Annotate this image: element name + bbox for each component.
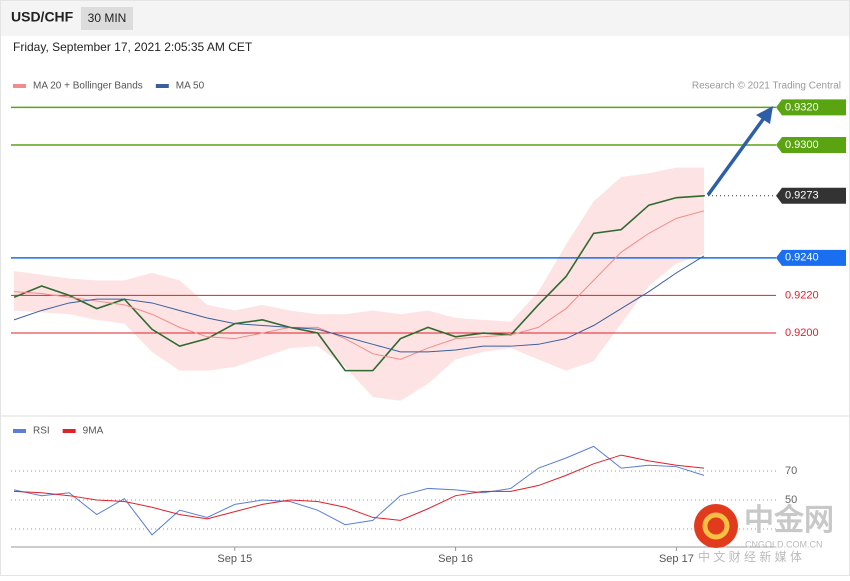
level-label: 0.9320 — [785, 101, 819, 113]
interval-box[interactable] — [81, 7, 133, 30]
logo-icon — [694, 504, 738, 548]
y-tick-label: 70 — [785, 465, 797, 477]
credit: Research © 2021 Trading Central — [692, 81, 841, 92]
logo-site: CNGOLD.COM.CN — [745, 539, 823, 549]
header-bar — [0, 0, 850, 36]
watermark: 中金网 CNGOLD.COM.CN 中 文 财 经 新 媒 体 — [694, 503, 834, 564]
bollinger-band — [14, 167, 704, 401]
level-tag — [776, 249, 846, 266]
level-label: 0.9273 — [785, 190, 819, 202]
level-tag — [776, 99, 846, 116]
series-line — [13, 255, 705, 353]
interval[interactable]: 30 MIN — [88, 11, 127, 25]
legend-label: RSI — [33, 426, 50, 437]
legend-swatch — [155, 84, 169, 88]
level-tag — [776, 137, 846, 154]
y-tick-label: 50 — [785, 494, 797, 506]
legend-swatch — [13, 429, 26, 433]
forecast-arrow — [706, 116, 766, 197]
level-label: 0.9200 — [785, 327, 819, 339]
level-label: 0.9220 — [785, 289, 819, 301]
series-line — [13, 194, 705, 372]
x-tick-label: Sep 16 — [438, 553, 473, 565]
x-tick-label: Sep 15 — [217, 553, 252, 565]
logo-swirl — [702, 512, 730, 540]
level-label: 0.9300 — [785, 139, 819, 151]
series-line — [13, 445, 705, 536]
x-tick-label: Sep 17 — [659, 553, 694, 565]
legend-label: MA 50 — [176, 81, 205, 92]
legend-swatch — [13, 84, 26, 88]
forecast-arrowhead — [756, 106, 773, 124]
legend-label: 9MA — [83, 426, 104, 437]
logo-slogan: 中 文 财 经 新 媒 体 — [698, 549, 802, 564]
legend-swatch — [62, 429, 76, 433]
legend-label: MA 20 + Bollinger Bands — [33, 81, 143, 92]
series-line — [13, 210, 705, 360]
logo-text: 中金网 — [744, 503, 834, 537]
symbol: USD/CHF — [11, 9, 74, 25]
series-line — [13, 454, 705, 521]
timestamp: Friday, September 17, 2021 2:05:35 AM CE… — [13, 40, 253, 54]
level-tag — [776, 187, 846, 204]
level-label: 0.9240 — [785, 252, 819, 264]
